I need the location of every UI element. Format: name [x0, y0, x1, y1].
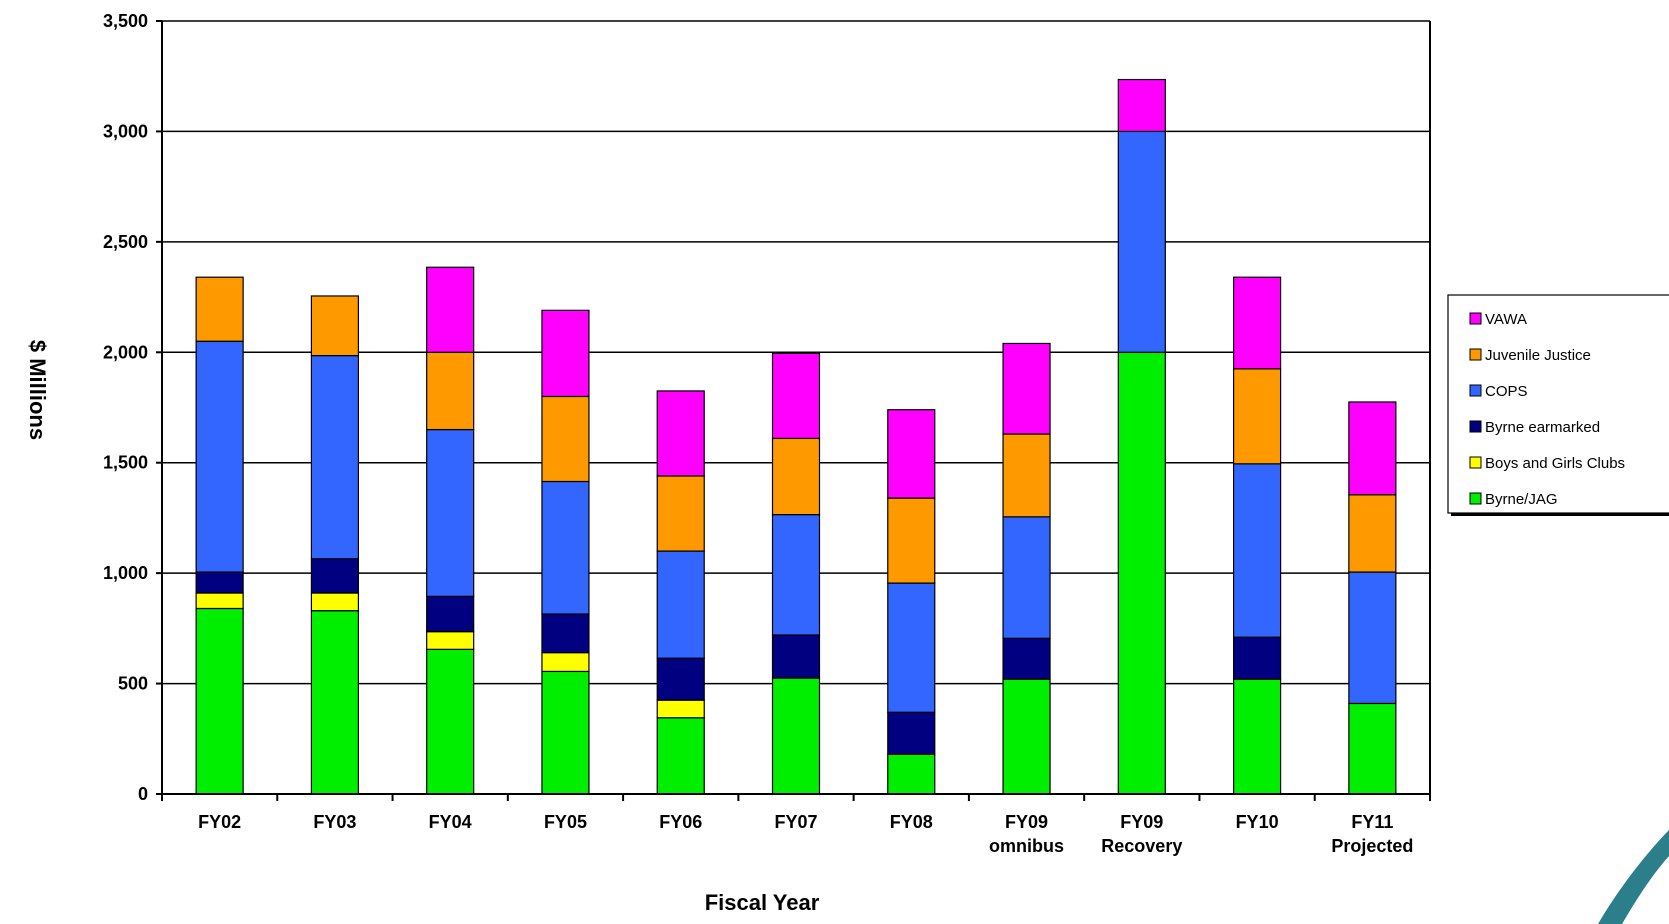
- bar-segment: [195, 340, 244, 573]
- bar-segment: [656, 699, 705, 719]
- bar-segment: [1232, 636, 1282, 680]
- bar-segment: [426, 595, 475, 633]
- bar-segment: [426, 648, 475, 795]
- x-tick-label: FY05: [544, 812, 587, 832]
- x-tick-label: FY09 Recovery: [1101, 812, 1182, 856]
- legend-swatch: [1469, 420, 1482, 433]
- x-tick-label: FY06: [659, 812, 702, 832]
- bar-segment: [541, 652, 590, 673]
- x-tick-labels: FY02 FY03 FY04 FY05 FY06 FY07 FY08 FY09 omnibus F…: [198, 812, 1413, 856]
- legend-swatch: [1469, 348, 1482, 361]
- legend-label: VAWA: [1485, 311, 1527, 328]
- bar-segment: [1117, 130, 1166, 353]
- legend-label: Byrne/JAG: [1485, 491, 1558, 508]
- bar-segment: [1117, 351, 1166, 795]
- x-tick-label: FY02: [198, 812, 241, 832]
- bar-segment: [771, 634, 821, 679]
- y-tick-label: 3,000: [103, 121, 148, 141]
- y-axis-title: $ Millions: [25, 340, 50, 440]
- bar-segment: [1002, 433, 1051, 518]
- bar-segment: [310, 592, 360, 612]
- bar-segment: [887, 753, 936, 795]
- y-tick-label: 2,000: [103, 342, 148, 362]
- y-tick-label: 500: [118, 674, 148, 694]
- bar-segment: [1002, 637, 1051, 680]
- legend-swatch: [1469, 456, 1482, 469]
- bar-segment: [771, 677, 821, 795]
- bar-segment: [541, 480, 590, 615]
- x-tick-label: FY10: [1236, 812, 1279, 832]
- x-tick-label: FY09 omnibus: [989, 812, 1064, 856]
- y-tick-label: 3,500: [103, 11, 148, 31]
- legend-box: [1447, 294, 1669, 514]
- bar-segment: [310, 558, 360, 594]
- bar-segment: [195, 276, 244, 342]
- y-tick-label: 0: [138, 784, 148, 804]
- bar-segment: [1348, 401, 1397, 496]
- bar-segment: [656, 475, 705, 552]
- bar-segment: [1232, 368, 1282, 465]
- bar-segment: [771, 352, 821, 440]
- bar-segment: [656, 550, 705, 659]
- bar-segment: [771, 437, 821, 516]
- corner-accent-decoration: [1598, 830, 1669, 924]
- x-tick-label: FY07: [774, 812, 817, 832]
- legend-label: Byrne earmarked: [1485, 419, 1600, 436]
- bar-segment: [1348, 494, 1397, 573]
- bars: [195, 78, 1397, 795]
- bar-segment: [656, 657, 705, 701]
- bar-segment: [195, 571, 244, 594]
- bar-segment: [656, 390, 705, 477]
- bar-segment: [1002, 342, 1051, 435]
- bar-segment: [310, 610, 360, 795]
- bar-segment: [656, 717, 705, 795]
- bar-segment: [541, 395, 590, 483]
- bar-segment: [1002, 678, 1051, 795]
- x-tick-label: FY08: [890, 812, 933, 832]
- bar-segment: [195, 592, 244, 610]
- x-tick-label: FY04: [429, 812, 472, 832]
- bar-segment: [1348, 571, 1397, 705]
- bar-segment: [887, 582, 936, 713]
- bar-segment: [1348, 702, 1397, 795]
- y-tick-label: 1,000: [103, 563, 148, 583]
- bar-segment: [1002, 516, 1051, 639]
- x-axis-title: Fiscal Year: [705, 890, 820, 915]
- legend-label: Boys and Girls Clubs: [1485, 455, 1625, 472]
- y-tick-labels: 0 500 1,000 1,500 2,000 2,500 3,000 3,500: [103, 11, 148, 804]
- y-tick-label: 1,500: [103, 453, 148, 473]
- x-tick-label: FY03: [313, 812, 356, 832]
- bar-segment: [541, 309, 590, 398]
- x-tick-label: FY11 Projected: [1331, 812, 1413, 856]
- legend: VAWA Juvenile Justice COPS Byrne earmarked B…: [1447, 294, 1669, 516]
- bar-segment: [1232, 463, 1282, 638]
- bar-segment: [1232, 276, 1282, 370]
- bar-segment: [541, 670, 590, 795]
- bar-segment: [195, 607, 244, 795]
- legend-label: COPS: [1485, 383, 1528, 400]
- legend-swatch: [1469, 384, 1482, 397]
- bar-segment: [541, 613, 590, 654]
- bar-segment: [887, 409, 936, 499]
- bar-segment: [887, 711, 936, 755]
- bar-segment: [310, 295, 360, 357]
- bar-segment: [426, 351, 475, 431]
- legend-swatch: [1469, 492, 1482, 505]
- bar-segment: [310, 354, 360, 560]
- bar-segment: [1232, 678, 1282, 795]
- legend-label: Juvenile Justice: [1485, 347, 1591, 364]
- bar-segment: [771, 514, 821, 636]
- axes: [161, 21, 1431, 801]
- bar-segment: [887, 497, 936, 584]
- y-tick-label: 2,500: [103, 232, 148, 252]
- bar-segment: [1117, 78, 1166, 133]
- bar-segment: [426, 631, 475, 650]
- bar-segment: [426, 428, 475, 597]
- bar-segment: [426, 266, 475, 353]
- legend-swatch: [1469, 312, 1482, 325]
